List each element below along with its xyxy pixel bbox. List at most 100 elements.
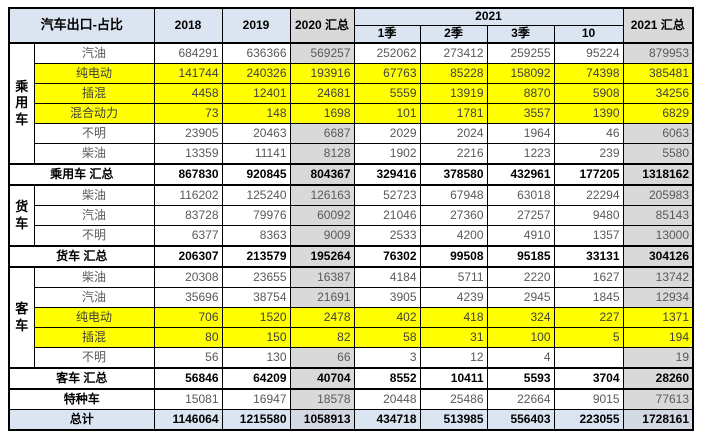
value-cell: 83728 [153,205,223,226]
value-cell: 418 [419,307,488,328]
section-total-row: 客车 汇总 56846 64209 40704 8552 10411 5593 3704 282… [8,367,694,390]
row-label-cell: 柴油 [33,184,155,206]
value-cell: 706 [153,307,223,328]
value-cell: 15081 [153,388,223,410]
col-header-q3: 3季 [486,25,555,44]
value-cell: 82 [289,327,355,348]
value-cell: 385481 [622,63,694,84]
value-cell: 21046 [353,205,421,226]
value-cell: 5593 [486,367,555,390]
value-cell: 177205 [553,163,624,186]
value-cell: 18578 [289,388,355,410]
value-cell: 227 [553,307,624,328]
value-cell: 12401 [221,83,291,104]
value-cell: 1223 [486,143,555,165]
col-header-oct: 10 [553,25,624,44]
col-header-2021-total: 2021 汇总 [622,7,694,44]
value-cell: 867830 [153,163,223,186]
value-cell: 12934 [622,287,694,308]
value-cell: 125240 [221,184,291,206]
value-cell: 9015 [553,388,624,410]
value-cell: 99508 [419,245,488,268]
value-cell: 2478 [289,307,355,328]
grand-total-row: 总计 1146064 1215580 1058913 434718 513985 55640… [8,409,694,431]
col-header-q1: 1季 [353,25,421,44]
value-cell [553,347,624,369]
value-cell: 5908 [553,83,624,104]
special-vehicle-row: 特种车 15081 16947 18578 20448 25486 22664 9015 776… [8,388,694,410]
value-cell: 2029 [353,123,421,144]
value-cell: 9480 [553,205,624,226]
value-cell: 158092 [486,63,555,84]
col-header-2019: 2019 [221,7,291,44]
auto-export-table: 汽车出口-占比 2018 2019 2020 汇总 2021 2021 汇总 1… [8,7,695,431]
value-cell: 13359 [153,143,223,165]
value-cell: 2220 [486,266,555,288]
row-label-cell: 纯电动 [33,63,155,84]
value-cell: 569257 [289,42,355,64]
value-cell: 16387 [289,266,355,288]
value-cell: 1318162 [622,163,694,186]
table-row: 不明 6377 8363 9009 2533 4200 4910 1357 13000 [9,225,694,247]
value-cell: 1845 [553,287,624,308]
value-cell: 27360 [419,205,488,226]
value-cell: 324 [486,307,555,328]
value-cell: 8128 [289,143,355,165]
value-cell: 95224 [553,42,624,64]
value-cell: 77613 [622,388,694,410]
row-label-cell: 不明 [33,347,155,369]
value-cell: 8552 [353,367,421,390]
value-cell: 13742 [622,266,694,288]
col-header-q2: 2季 [419,25,488,44]
value-cell: 85228 [419,63,488,84]
value-cell: 58 [353,327,421,348]
value-cell: 130 [221,347,291,369]
section-total-label: 客车 汇总 [8,367,155,390]
value-cell: 1371 [622,307,694,328]
value-cell: 126163 [289,184,355,206]
value-cell: 27257 [486,205,555,226]
value-cell: 150 [221,327,291,348]
value-cell: 31 [419,327,488,348]
value-cell: 3 [353,347,421,369]
value-cell: 684291 [153,42,223,64]
table-row: 汽油 83728 79976 60092 21046 27360 27257 9480 8514… [9,205,694,226]
value-cell: 1698 [289,103,355,124]
table-row: 乘 用 车汽油 684291 636366 569257 252062 273412 259… [8,42,694,165]
value-cell: 1357 [553,225,624,247]
value-cell: 148 [221,103,291,124]
table-row: 不明 23905 20463 6687 2029 2024 1964 46 6063 [9,123,694,144]
value-cell: 4200 [419,225,488,247]
value-cell: 920845 [221,163,291,186]
row-label-cell: 汽油 [33,205,155,226]
value-cell: 239 [553,143,624,165]
value-cell: 25486 [419,388,488,410]
group-label-cell: 客 车 [8,266,35,369]
value-cell: 4239 [419,287,488,308]
value-cell: 4 [486,347,555,369]
col-header-2020-total: 2020 汇总 [289,7,355,44]
value-cell: 34256 [622,83,694,104]
value-cell: 23655 [221,266,291,288]
section-total-row: 乘用车 汇总 867830 920845 804367 329416 378580 4329… [8,163,694,186]
row-label-cell: 混合动力 [33,103,155,124]
value-cell: 80 [153,327,223,348]
value-cell: 5580 [622,143,694,165]
table-row: 汽油 35696 38754 21691 3905 4239 2945 1845 12934 [9,287,694,308]
value-cell: 432961 [486,163,555,186]
value-cell: 10411 [419,367,488,390]
value-cell: 60092 [289,205,355,226]
value-cell: 1520 [221,307,291,328]
value-cell: 95185 [486,245,555,268]
value-cell: 6687 [289,123,355,144]
table-row: 纯电动 141744 240326 193916 67763 85228 158092 743… [9,63,694,84]
value-cell: 100 [486,327,555,348]
value-cell: 23905 [153,123,223,144]
table-row: 混合动力 73 148 1698 101 1781 3557 1390 6829 [9,103,694,124]
value-cell: 6063 [622,123,694,144]
header-row-1: 汽车出口-占比 2018 2019 2020 汇总 2021 2021 汇总 [8,7,694,44]
value-cell: 2533 [353,225,421,247]
value-cell: 879953 [622,42,694,64]
value-cell: 1390 [553,103,624,124]
value-cell: 1146064 [153,409,223,431]
